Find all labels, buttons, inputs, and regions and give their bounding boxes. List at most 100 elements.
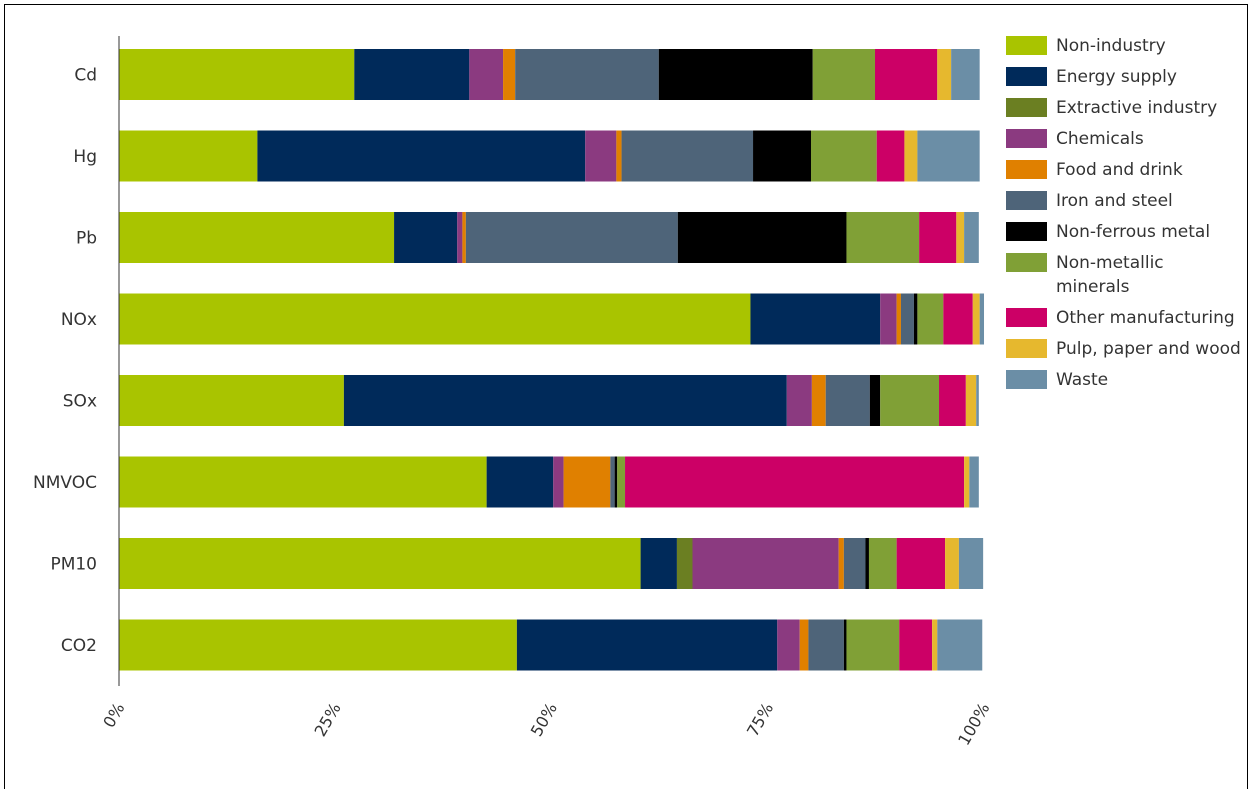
legend-item: Pulp, paper and wood: [1006, 337, 1242, 361]
bar-segment-pb-6: [677, 212, 847, 263]
legend-swatch: [1006, 339, 1047, 358]
bar-segment-cd-9: [937, 49, 952, 100]
category-label: Pb: [76, 229, 97, 249]
legend-swatch: [1006, 129, 1047, 148]
bar-segment-cd-6: [658, 49, 813, 100]
bar-segment-sox-10: [976, 375, 979, 426]
bar-segment-nmvoc-3: [553, 456, 564, 508]
legend-label: Other manufacturing: [1056, 308, 1235, 328]
legend-swatch: [1006, 67, 1047, 86]
bar-segment-pm10-1: [640, 538, 677, 589]
bar-segment-hg-8: [876, 130, 905, 182]
legend-swatch: [1006, 160, 1047, 179]
bar-segment-pm10-8: [896, 538, 946, 589]
category-label: CO2: [61, 636, 97, 656]
legend-label: Waste: [1056, 370, 1109, 390]
legend-item: Chemicals: [1006, 127, 1242, 151]
bar-segment-sox-0: [119, 375, 344, 426]
bar-segment-nox-6: [913, 293, 918, 345]
bar-segment-co2-4: [799, 619, 809, 671]
bar-segment-nmvoc-10: [969, 456, 979, 508]
bar-segment-co2-8: [899, 619, 933, 671]
legend-label: Food and drink: [1056, 160, 1183, 180]
bar-segment-pb-0: [119, 212, 395, 263]
bar-segment-cd-8: [875, 49, 938, 100]
bar-segment-nmvoc-0: [119, 456, 487, 508]
legend-item: Iron and steel: [1006, 189, 1242, 213]
bar-segment-nmvoc-9: [964, 456, 970, 508]
bar-segment-co2-5: [808, 619, 844, 671]
bar-segment-cd-0: [119, 49, 355, 100]
bar-segment-pb-4: [462, 212, 466, 263]
legend-swatch: [1006, 253, 1047, 272]
bar-segment-pm10-7: [868, 538, 897, 589]
bar-segment-sox-4: [811, 375, 826, 426]
bar-segment-sox-1: [343, 375, 787, 426]
bar-segment-pm10-2: [676, 538, 693, 589]
legend-label: Non-metallic minerals: [1056, 253, 1164, 297]
bar-segment-nox-8: [943, 293, 973, 345]
legend-item: Non-metallic minerals: [1006, 251, 1242, 299]
bar-segment-co2-10: [937, 619, 983, 671]
legend-swatch: [1006, 36, 1047, 55]
legend: Non-industry Energy supply Extractive indu…: [1006, 34, 1242, 399]
bar-segment-nox-3: [880, 293, 897, 345]
bar-segment-sox-5: [825, 375, 870, 426]
legend-item: Other manufacturing: [1006, 306, 1242, 330]
bar-segment-pm10-4: [838, 538, 844, 589]
legend-swatch: [1006, 308, 1047, 327]
legend-label: Chemicals: [1056, 129, 1144, 149]
bar-segment-pb-10: [964, 212, 979, 263]
legend-swatch: [1006, 222, 1047, 241]
bar-segment-hg-5: [621, 130, 754, 182]
bar-segment-hg-9: [904, 130, 918, 182]
bar-segment-cd-4: [503, 49, 516, 100]
bar-segment-nmvoc-6: [614, 456, 618, 508]
legend-swatch: [1006, 370, 1047, 389]
bar-segment-pb-1: [394, 212, 458, 263]
bar-segment-cd-7: [812, 49, 876, 100]
bar-segment-pm10-5: [843, 538, 866, 589]
bar-segment-sox-6: [869, 375, 881, 426]
bar-segment-hg-0: [119, 130, 258, 182]
bar-segment-pb-8: [919, 212, 957, 263]
bar-segment-nmvoc-7: [617, 456, 626, 508]
bar-segment-pm10-6: [865, 538, 869, 589]
bar-segment-pb-7: [846, 212, 920, 263]
bar-segment-nox-0: [119, 293, 751, 345]
bar-segment-hg-1: [257, 130, 586, 182]
legend-item: Food and drink: [1006, 158, 1242, 182]
legend-label: Iron and steel: [1056, 191, 1173, 211]
bar-segment-nox-1: [750, 293, 881, 345]
x-tick-label: 0%: [99, 700, 128, 731]
legend-label: Extractive industry: [1056, 98, 1218, 118]
category-label: Cd: [74, 66, 97, 86]
legend-label: Energy supply: [1056, 67, 1177, 87]
bar-segment-sox-8: [939, 375, 966, 426]
bar-segment-pb-3: [457, 212, 463, 263]
bar-segment-sox-9: [965, 375, 977, 426]
bar-segment-hg-6: [753, 130, 811, 182]
category-label: SOx: [63, 392, 97, 412]
bar-segment-pm10-0: [119, 538, 641, 589]
bar-segment-nox-5: [900, 293, 914, 345]
bar-segment-nox-4: [896, 293, 901, 345]
bar-segment-nox-9: [972, 293, 980, 345]
legend-swatch: [1006, 98, 1047, 117]
legend-item: Energy supply: [1006, 65, 1242, 89]
legend-item: Non-ferrous metal: [1006, 220, 1242, 244]
category-label: Hg: [73, 147, 97, 167]
bar-segment-nmvoc-4: [563, 456, 611, 508]
bar-segment-nox-7: [917, 293, 944, 345]
legend-label: Non-ferrous metal: [1056, 222, 1211, 242]
bar-segment-pm10-3: [692, 538, 839, 589]
bar-segment-cd-10: [951, 49, 980, 100]
x-tick-label: 50%: [527, 700, 561, 740]
legend-swatch: [1006, 191, 1047, 210]
category-label: NMVOC: [33, 473, 97, 493]
bar-segment-sox-3: [786, 375, 812, 426]
bar-segment-pb-9: [956, 212, 965, 263]
legend-item: Waste: [1006, 368, 1242, 392]
bar-segment-co2-7: [846, 619, 900, 671]
legend-label: Non-industry: [1056, 36, 1166, 56]
